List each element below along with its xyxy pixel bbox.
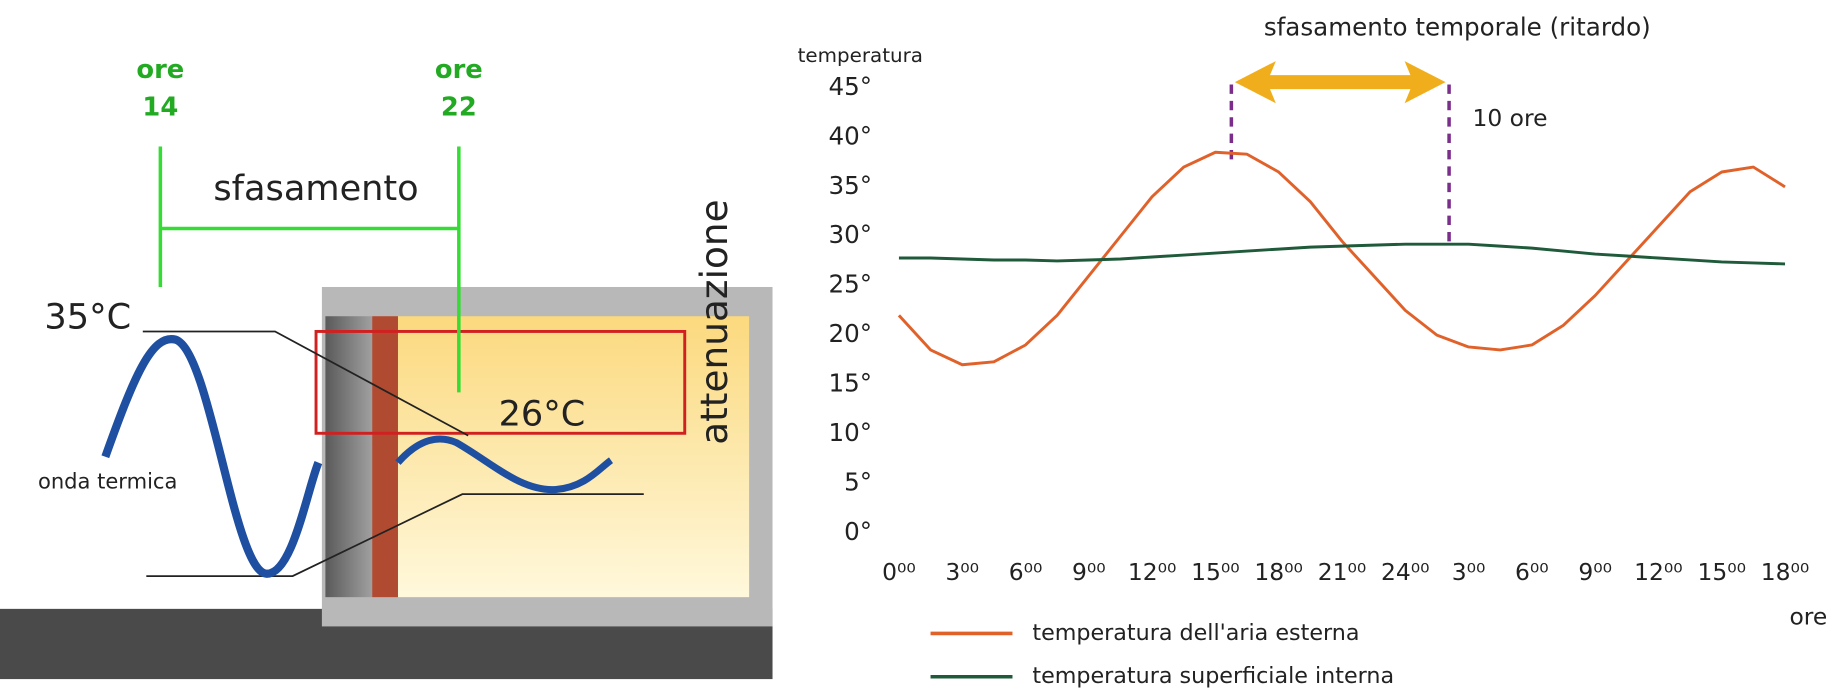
y-tick-label: 5° (844, 467, 872, 496)
label: attenuazione (692, 199, 736, 444)
x-tick-label: 3⁰⁰ (1452, 558, 1486, 586)
x-tick-label: 9⁰⁰ (1578, 558, 1612, 586)
label: 22 (441, 92, 477, 122)
label: ore (136, 55, 184, 85)
label: 14 (142, 92, 178, 122)
series-line (899, 244, 1785, 264)
wall-insulation (325, 316, 372, 597)
y-tick-label: 25° (828, 270, 872, 299)
x-tick-label: 12⁰⁰ (1128, 558, 1177, 586)
x-tick-label: 3⁰⁰ (945, 558, 979, 586)
label: 26°C (499, 394, 586, 435)
x-tick-label: 15⁰⁰ (1697, 558, 1746, 586)
x-tick-label: 6⁰⁰ (1515, 558, 1549, 586)
x-tick-label: 18⁰⁰ (1254, 558, 1303, 586)
y-tick-label: 35° (828, 171, 872, 200)
annotation: 10 ore (1472, 104, 1547, 132)
delay-lines (1231, 84, 1449, 248)
y-tick-label: 10° (828, 418, 872, 447)
y-tick-label: 15° (828, 369, 872, 398)
x-tick-label: 21⁰⁰ (1318, 558, 1367, 586)
wave-outside (105, 339, 318, 574)
x-tick-label: 18⁰⁰ (1761, 558, 1810, 586)
y-tick-label: 20° (828, 319, 872, 348)
left-diagram: ore 14 ore 22 sfasamento attenuazione 35… (0, 55, 773, 679)
figure: ore 14 ore 22 sfasamento attenuazione 35… (0, 0, 1833, 691)
label: sfasamento (213, 168, 418, 209)
y-tick-label: 0° (844, 517, 872, 546)
legend-label: temperatura dell'aria esterna (1032, 620, 1359, 646)
delay-arrow (1235, 61, 1446, 103)
annotation: sfasamento temporale (ritardo) (1264, 12, 1651, 41)
y-tick-label: 45° (828, 72, 872, 101)
x-axis-label: ore (1790, 603, 1828, 631)
x-tick-label: 9⁰⁰ (1072, 558, 1106, 586)
x-tick-label: 12⁰⁰ (1634, 558, 1683, 586)
y-tick-label: 30° (828, 220, 872, 249)
x-tick-label: 15⁰⁰ (1191, 558, 1240, 586)
legend-label: temperatura superficiale interna (1032, 663, 1394, 689)
page: {"diagram":{"labels":{"ore_left":"ore","… (0, 0, 1833, 691)
x-tick-label: 6⁰⁰ (1009, 558, 1043, 586)
x-tick-label: 24⁰⁰ (1381, 558, 1430, 586)
wall-brick (372, 316, 398, 597)
chart: temperatura ore sfasamento temporale (ri… (798, 12, 1828, 689)
x-tick-label: 0⁰⁰ (882, 558, 916, 586)
label: ore (435, 55, 483, 85)
y-tick-label: 40° (828, 121, 872, 150)
label: 35°C (44, 297, 131, 338)
label: onda termica (38, 468, 177, 493)
y-axis-label: temperatura (798, 44, 923, 67)
